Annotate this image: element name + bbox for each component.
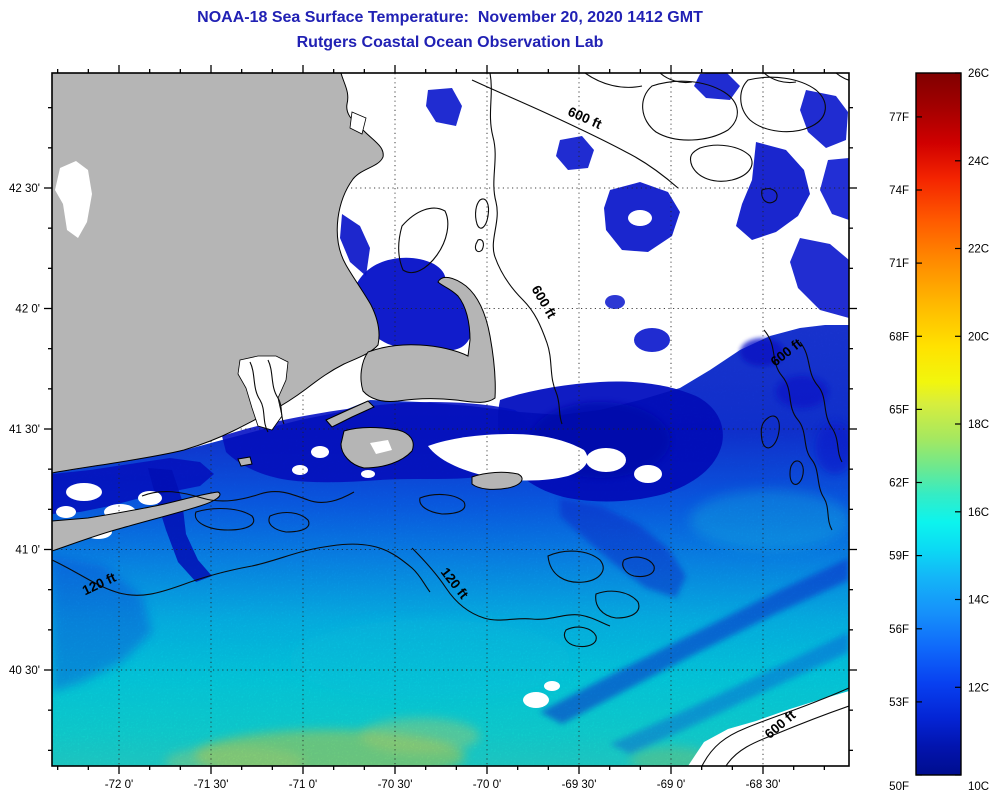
tick-marks	[44, 65, 857, 774]
colorbar-fahrenheit-label: 65F	[889, 404, 909, 416]
y-axis-tick-label: 41 30'	[9, 424, 40, 436]
colorbar-celsius-label: 18C	[968, 419, 989, 431]
x-axis-tick-label: -70 30'	[378, 779, 413, 791]
y-axis-tick-label: 40 30'	[9, 665, 40, 677]
land-layer	[52, 73, 523, 552]
axis-layer: -72 0' -71 30' -71 0' -70 30' -70 0' -69 30' -…	[9, 65, 857, 791]
colorbar-fahrenheit-label: 50F	[889, 781, 909, 793]
colorbar-fahrenheit-label: 74F	[889, 185, 909, 197]
colorbar-celsius-label: 24C	[968, 156, 989, 168]
colorbar-celsius-label: 10C	[968, 781, 989, 793]
x-axis-tick-label: -69 0'	[657, 779, 685, 791]
x-axis-tick-label: -71 0'	[289, 779, 317, 791]
x-axis-tick-label: -71 30'	[194, 779, 229, 791]
title-block: NOAA-18 Sea Surface Temperature: Novembe…	[0, 5, 900, 55]
colorbar-celsius-label: 22C	[968, 244, 989, 256]
colorbar-fahrenheit-label: 62F	[889, 478, 909, 490]
colorbar-ticks	[916, 72, 961, 776]
inland-water-cutouts	[55, 111, 392, 454]
colorbar-fahrenheit-label: 77F	[889, 112, 909, 124]
colorbar-fahrenheit-label: 56F	[889, 624, 909, 636]
colorbar-celsius-label: 20C	[968, 331, 989, 343]
colorbar-celsius-label: 14C	[968, 595, 989, 607]
plot-frame	[51, 72, 850, 767]
y-axis-tick-label: 41 0'	[15, 545, 40, 557]
y-axis-tick-label: 42 0'	[15, 304, 40, 316]
x-axis-tick-label: -68 30'	[746, 779, 781, 791]
colorbar-fahrenheit-label: 59F	[889, 551, 909, 563]
colorbar-celsius-label: 12C	[968, 682, 989, 694]
map-title: NOAA-18 Sea Surface Temperature: Novembe…	[197, 9, 703, 26]
map-subtitle: Rutgers Coastal Ocean Observation Lab	[296, 34, 604, 51]
y-axis-tick-label: 42 30'	[9, 183, 40, 195]
colorbar-fahrenheit-label: 53F	[889, 697, 909, 709]
x-axis-tick-label: -70 0'	[473, 779, 501, 791]
colorbar: 26C 24C 22C 20C 18C 16C 14C 12C 10C 77F 74F 71F 68F 6…	[889, 68, 989, 793]
colorbar-fahrenheit-label: 68F	[889, 331, 909, 343]
colorbar-gradient	[916, 73, 961, 775]
cloud-no-data-patches	[56, 434, 849, 766]
x-axis-tick-label: -72 0'	[105, 779, 133, 791]
colorbar-celsius-label: 16C	[968, 507, 989, 519]
bathymetry-contours	[52, 73, 849, 766]
x-axis-tick-label: -69 30'	[562, 779, 597, 791]
colorbar-fahrenheit-label: 71F	[889, 258, 909, 270]
colorbar-celsius-label: 26C	[968, 68, 989, 80]
